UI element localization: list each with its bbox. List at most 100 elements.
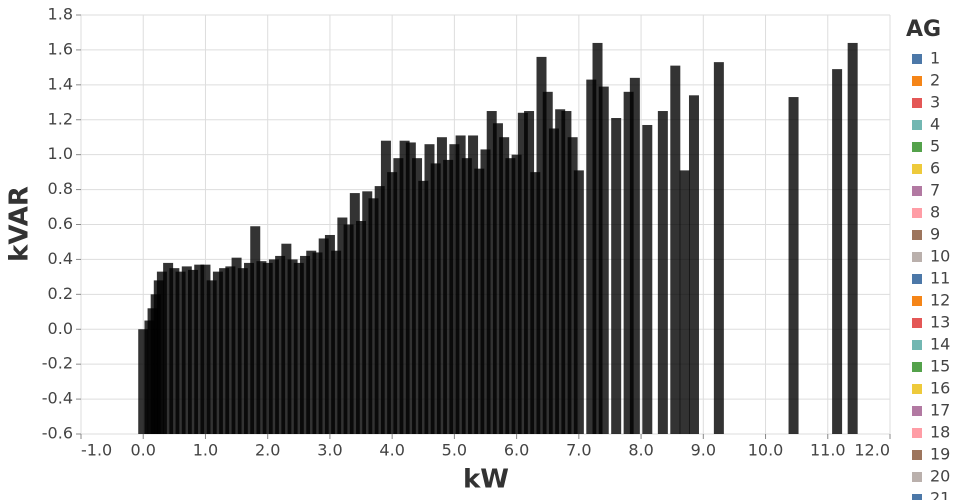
bar [393, 158, 404, 435]
bar [847, 42, 858, 434]
bar [688, 95, 699, 434]
bar [530, 172, 541, 434]
bar [542, 91, 553, 435]
bar [611, 118, 622, 435]
legend-label: 16 [930, 379, 950, 398]
y-tick-label: 1.4 [48, 74, 73, 93]
bar [188, 269, 199, 434]
y-tick-label: 1.0 [48, 144, 73, 163]
legend-label: 21 [930, 489, 950, 500]
bar [250, 226, 261, 434]
bar [713, 62, 724, 434]
bar [281, 243, 292, 434]
bar [424, 144, 435, 435]
x-tick-label: 11.0 [810, 441, 846, 460]
legend-label: 17 [930, 401, 950, 420]
bar [337, 217, 348, 434]
legend-label: 7 [930, 181, 940, 200]
bar [200, 264, 211, 434]
bar [318, 238, 329, 434]
bar [679, 170, 690, 435]
bar [598, 86, 609, 435]
legend-label: 10 [930, 247, 950, 266]
bar [244, 262, 255, 434]
x-tick-label: 2.0 [255, 441, 280, 460]
bar [586, 79, 597, 435]
legend-swatch [912, 252, 922, 262]
bar [517, 112, 528, 435]
legend-label: 1 [930, 49, 940, 68]
bar [486, 111, 497, 434]
legend-swatch [912, 54, 922, 64]
y-tick-label: 1.8 [48, 5, 73, 24]
legend-swatch [912, 164, 922, 174]
bar [642, 124, 653, 435]
bar [306, 250, 317, 434]
legend-swatch [912, 472, 922, 482]
bar [399, 140, 410, 434]
bar [474, 168, 485, 434]
bar [212, 271, 223, 434]
x-tick-label: 8.0 [628, 441, 653, 460]
y-tick-label: -0.6 [42, 424, 73, 443]
x-tick-label: 4.0 [379, 441, 404, 460]
legend-swatch [912, 208, 922, 218]
bar [492, 123, 503, 434]
legend-swatch [912, 318, 922, 328]
legend-title: AG [906, 17, 941, 42]
bar [455, 135, 466, 434]
bar [300, 255, 311, 434]
bar [374, 186, 385, 434]
legend-label: 15 [930, 357, 950, 376]
bar [511, 154, 522, 434]
bar [349, 193, 360, 434]
legend-swatch [912, 384, 922, 394]
y-tick-label: 0.2 [48, 284, 73, 303]
y-tick-label: 1.2 [48, 109, 73, 128]
legend-swatch [912, 428, 922, 438]
bar [505, 158, 516, 435]
legend-swatch [912, 362, 922, 372]
bar [443, 159, 454, 434]
bar [343, 224, 354, 434]
bar [436, 137, 447, 435]
legend-swatch [912, 98, 922, 108]
bar [670, 65, 681, 435]
legend-label: 14 [930, 335, 950, 354]
legend-swatch [912, 494, 922, 500]
x-tick-label: 9.0 [691, 441, 716, 460]
bar [312, 252, 323, 434]
bar [629, 77, 640, 434]
bar [480, 149, 491, 434]
bar [231, 257, 242, 434]
bar [405, 142, 416, 434]
y-tick-label: 0.0 [48, 319, 73, 338]
y-tick-label: 0.6 [48, 214, 73, 233]
bar [623, 91, 634, 435]
x-tick-label: 12.0 [854, 441, 890, 460]
y-tick-label: -0.2 [42, 354, 73, 373]
bar [138, 329, 149, 434]
bar [449, 144, 460, 435]
bars [138, 42, 858, 435]
bar [499, 137, 510, 435]
bar [356, 221, 367, 434]
legend-swatch [912, 406, 922, 416]
legend-label: 4 [930, 115, 940, 134]
bar [262, 262, 273, 434]
axes: -0.6 -0.4 -0.2 0.0 0.2 0.4 0.6 0.8 1.0 1.2 1.4 1.6 1… [42, 5, 891, 460]
bar [832, 69, 843, 434]
x-tick-label: 1.0 [193, 441, 218, 460]
y-tick-label: 1.6 [48, 39, 73, 58]
bar [256, 261, 267, 434]
x-axis-title: kW [463, 465, 509, 495]
bar [788, 97, 799, 434]
x-tick-label: -1.0 [81, 441, 112, 460]
bar [461, 158, 472, 435]
legend-swatch [912, 120, 922, 130]
legend-swatch [912, 274, 922, 284]
legend-label: 8 [930, 203, 940, 222]
x-tick-label: 5.0 [442, 441, 467, 460]
